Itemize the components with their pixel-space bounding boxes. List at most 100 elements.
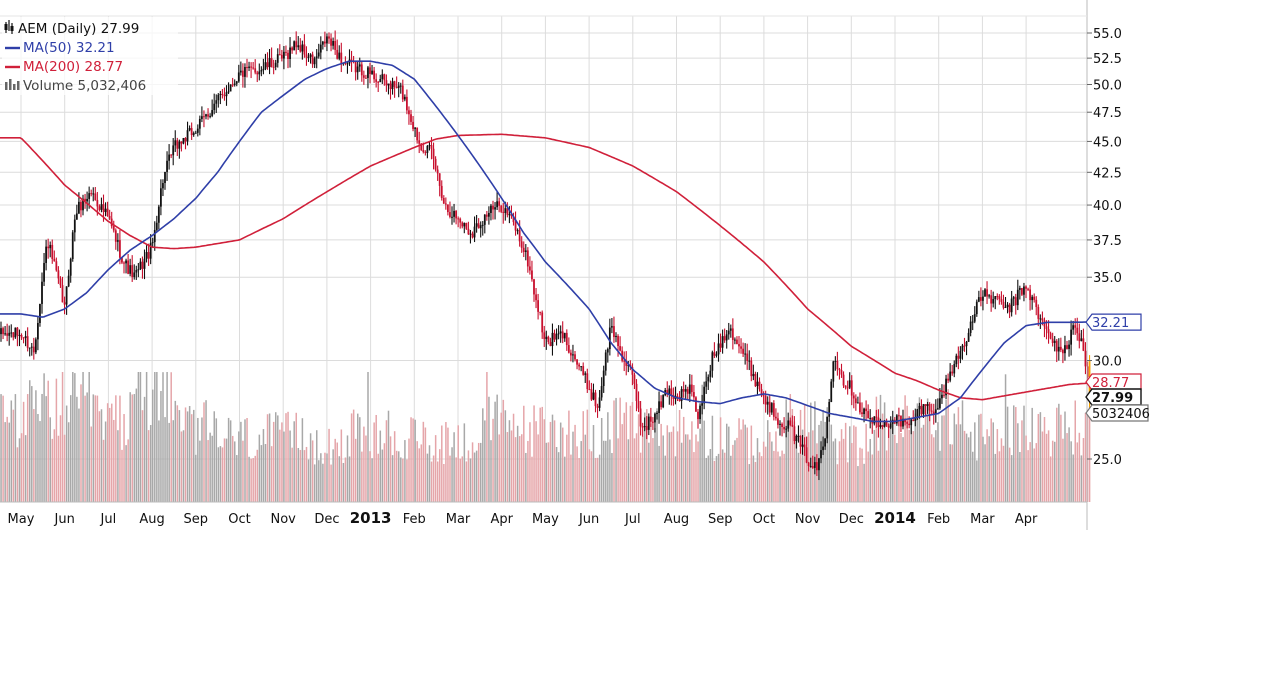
- price-candle-body: [319, 44, 322, 53]
- volume-bar: [145, 372, 148, 502]
- price-candle-body: [551, 332, 554, 347]
- volume-bar: [890, 419, 892, 502]
- price-candle-body: [463, 222, 466, 227]
- volume-tag: 5032406: [1085, 404, 1150, 422]
- price-candle-body: [276, 54, 279, 63]
- price-candle-body: [1055, 340, 1058, 352]
- volume-bar: [974, 422, 976, 502]
- volume-bar: [500, 412, 502, 502]
- price-candle-body: [738, 344, 740, 347]
- volume-bar: [988, 436, 990, 502]
- price-candle-body: [266, 62, 269, 68]
- price-candle-body: [602, 370, 605, 387]
- volume-bar: [369, 451, 371, 502]
- volume-bar: [270, 446, 273, 502]
- volume-bar: [172, 420, 174, 502]
- price-candle-body: [980, 297, 982, 301]
- volume-bar: [256, 449, 259, 502]
- volume-bar: [90, 426, 92, 502]
- volume-bar: [939, 450, 941, 502]
- price-candle-body: [967, 332, 970, 342]
- price-candle-body: [699, 405, 701, 420]
- volume-bar: [769, 432, 771, 502]
- volume-bar: [469, 458, 472, 502]
- volume-bar: [521, 434, 523, 502]
- price-candle-body: [1064, 345, 1066, 354]
- volume-bar: [4, 422, 6, 502]
- volume-bar: [166, 372, 168, 502]
- price-candle-body: [869, 417, 872, 419]
- volume-bar: [334, 438, 336, 502]
- price-candle-body: [1057, 346, 1060, 352]
- volume-bar: [418, 448, 420, 502]
- price-candle-body: [377, 81, 380, 83]
- price-candle-body: [295, 41, 298, 48]
- volume-bar: [482, 408, 484, 502]
- volume-bar: [330, 464, 332, 502]
- price-candle-body: [994, 296, 997, 300]
- price-candle-body: [1012, 297, 1015, 299]
- volume-bar: [933, 437, 935, 502]
- price-candle-body: [157, 206, 160, 223]
- price-candle-body: [301, 44, 304, 52]
- volume-bar: [617, 438, 619, 502]
- volume-bar: [525, 452, 527, 502]
- price-candle-body: [223, 95, 226, 97]
- volume-bar: [223, 438, 226, 502]
- volume-bar: [272, 421, 275, 502]
- volume-bar: [1076, 442, 1079, 502]
- price-candle-body: [406, 96, 408, 111]
- volume-bar: [873, 429, 876, 502]
- volume-bar: [311, 440, 314, 502]
- volume-bar: [1062, 438, 1064, 502]
- price-candle-body: [412, 121, 414, 129]
- price-candle-body: [736, 339, 738, 345]
- price-tag-value: 27.99: [1092, 391, 1133, 406]
- volume-bar: [1078, 432, 1081, 502]
- volume-bar: [486, 372, 488, 502]
- volume-bar: [701, 384, 703, 502]
- volume-bar: [416, 441, 418, 502]
- volume-bar: [410, 417, 412, 502]
- volume-bar: [357, 413, 359, 502]
- volume-bar: [611, 453, 613, 502]
- price-candle-body: [26, 336, 29, 348]
- price-candle-body: [787, 420, 790, 429]
- price-candle-body: [1082, 338, 1085, 351]
- volume-bar: [861, 448, 863, 502]
- price-candle-body: [88, 193, 91, 199]
- volume-bar: [324, 452, 326, 502]
- volume-bar: [705, 457, 707, 502]
- volume-bar: [1060, 414, 1062, 502]
- price-candle-body: [41, 281, 43, 304]
- price-candle-body: [939, 398, 941, 409]
- volume-bar: [10, 400, 13, 502]
- volume-bar: [45, 396, 47, 502]
- volume-bar: [141, 410, 144, 502]
- price-candle-body: [330, 38, 332, 46]
- price-candle-body: [39, 303, 41, 323]
- price-candle-body: [244, 67, 246, 77]
- price-candle-body: [803, 444, 806, 448]
- volume-bar: [844, 422, 847, 502]
- price-candle-body: [233, 83, 236, 85]
- price-candle-body: [1053, 340, 1056, 343]
- volume-bar: [74, 373, 76, 502]
- price-candle-body: [645, 426, 648, 430]
- price-candle-body: [592, 392, 595, 400]
- price-candle-body: [770, 403, 773, 413]
- volume-bar: [102, 439, 105, 502]
- volume-bar: [248, 456, 250, 502]
- price-candle-body: [707, 376, 710, 382]
- volume-bar: [299, 449, 302, 502]
- volume-bar: [902, 437, 904, 502]
- volume-bar: [892, 421, 894, 502]
- volume-bar: [160, 391, 162, 502]
- price-candle-body: [114, 230, 117, 242]
- volume-bar: [37, 414, 39, 502]
- price-candle-body: [533, 279, 535, 295]
- price-candle-body: [280, 54, 283, 59]
- price-candle-body: [4, 333, 6, 335]
- price-candle-body: [100, 204, 103, 210]
- volume-bar: [615, 397, 617, 502]
